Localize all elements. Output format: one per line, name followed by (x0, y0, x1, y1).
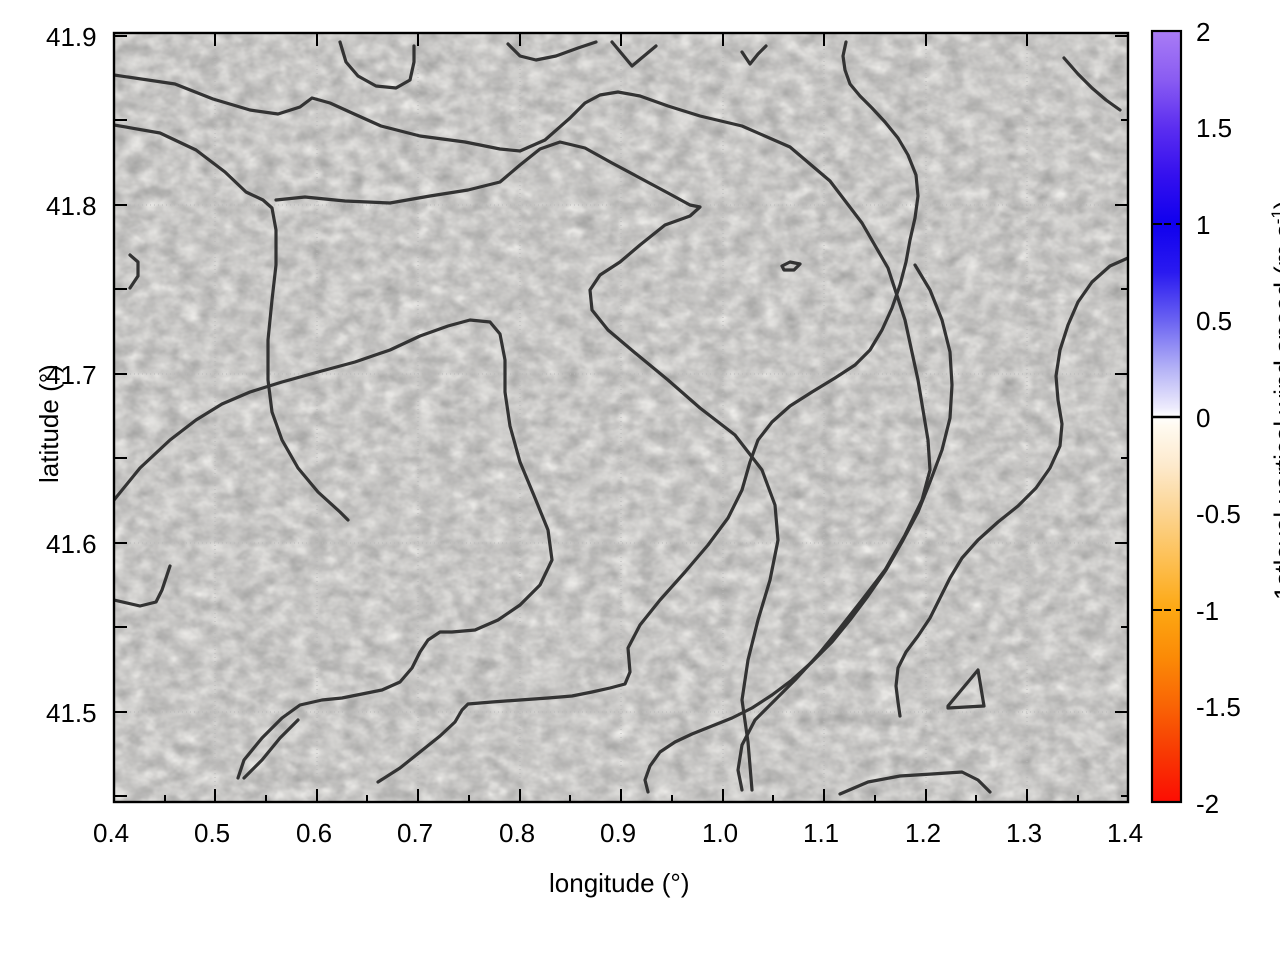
x-tick-label: 1.1 (803, 818, 840, 848)
colorbar-title: 1stlevel-vertical wind speed (m s-1) (1268, 201, 1280, 601)
colorbar-tick-label: 1 (1196, 210, 1211, 240)
x-tick-label: 0.4 (93, 818, 130, 848)
colorbar-tick-label: 0.5 (1196, 306, 1233, 336)
grid-lines (114, 33, 1128, 802)
x-tick-label: 1.0 (702, 818, 739, 848)
y-tick-label: 41.7 (46, 360, 97, 390)
y-axis-ticks (114, 35, 1128, 797)
contour-lines (114, 40, 1128, 796)
colorbar-tick-label: -0.5 (1196, 499, 1241, 529)
y-tick-label: 41.5 (46, 698, 97, 728)
x-tick-label: 0.8 (499, 818, 536, 848)
x-tick-label: 1.2 (905, 818, 942, 848)
colorbar-tick-label: -2 (1196, 789, 1220, 819)
colorbar-tick-label: -1.5 (1196, 692, 1241, 722)
x-tick-label: 0.5 (194, 818, 231, 848)
y-tick-label: 41.8 (46, 191, 97, 221)
colorbar-tick-label: 2 (1196, 17, 1211, 47)
y-tick-label: 41.9 (46, 22, 97, 52)
colorbar-title-exponent: -1 (1268, 209, 1280, 225)
x-tick-label: 1.4 (1107, 818, 1144, 848)
colorbar-tick-label: 1.5 (1196, 113, 1233, 143)
x-tick-label: 0.9 (600, 818, 637, 848)
x-axis-ticks (113, 33, 1129, 802)
colorbar-title-suffix: ) (1269, 201, 1280, 210)
colorbar-tick-label: 0 (1196, 403, 1211, 433)
colorbar-title-text: 1stlevel-vertical wind speed (m s (1268, 224, 1280, 600)
colorbar-tick-label: -1 (1196, 596, 1220, 626)
x-tick-label: 0.6 (296, 818, 333, 848)
y-tick-label: 41.6 (46, 529, 97, 559)
x-tick-label: 1.3 (1006, 818, 1043, 848)
x-tick-label: 0.7 (397, 818, 434, 848)
x-axis-title: longitude (°) (549, 868, 690, 898)
y-axis-title: latitude (°) (34, 364, 64, 483)
